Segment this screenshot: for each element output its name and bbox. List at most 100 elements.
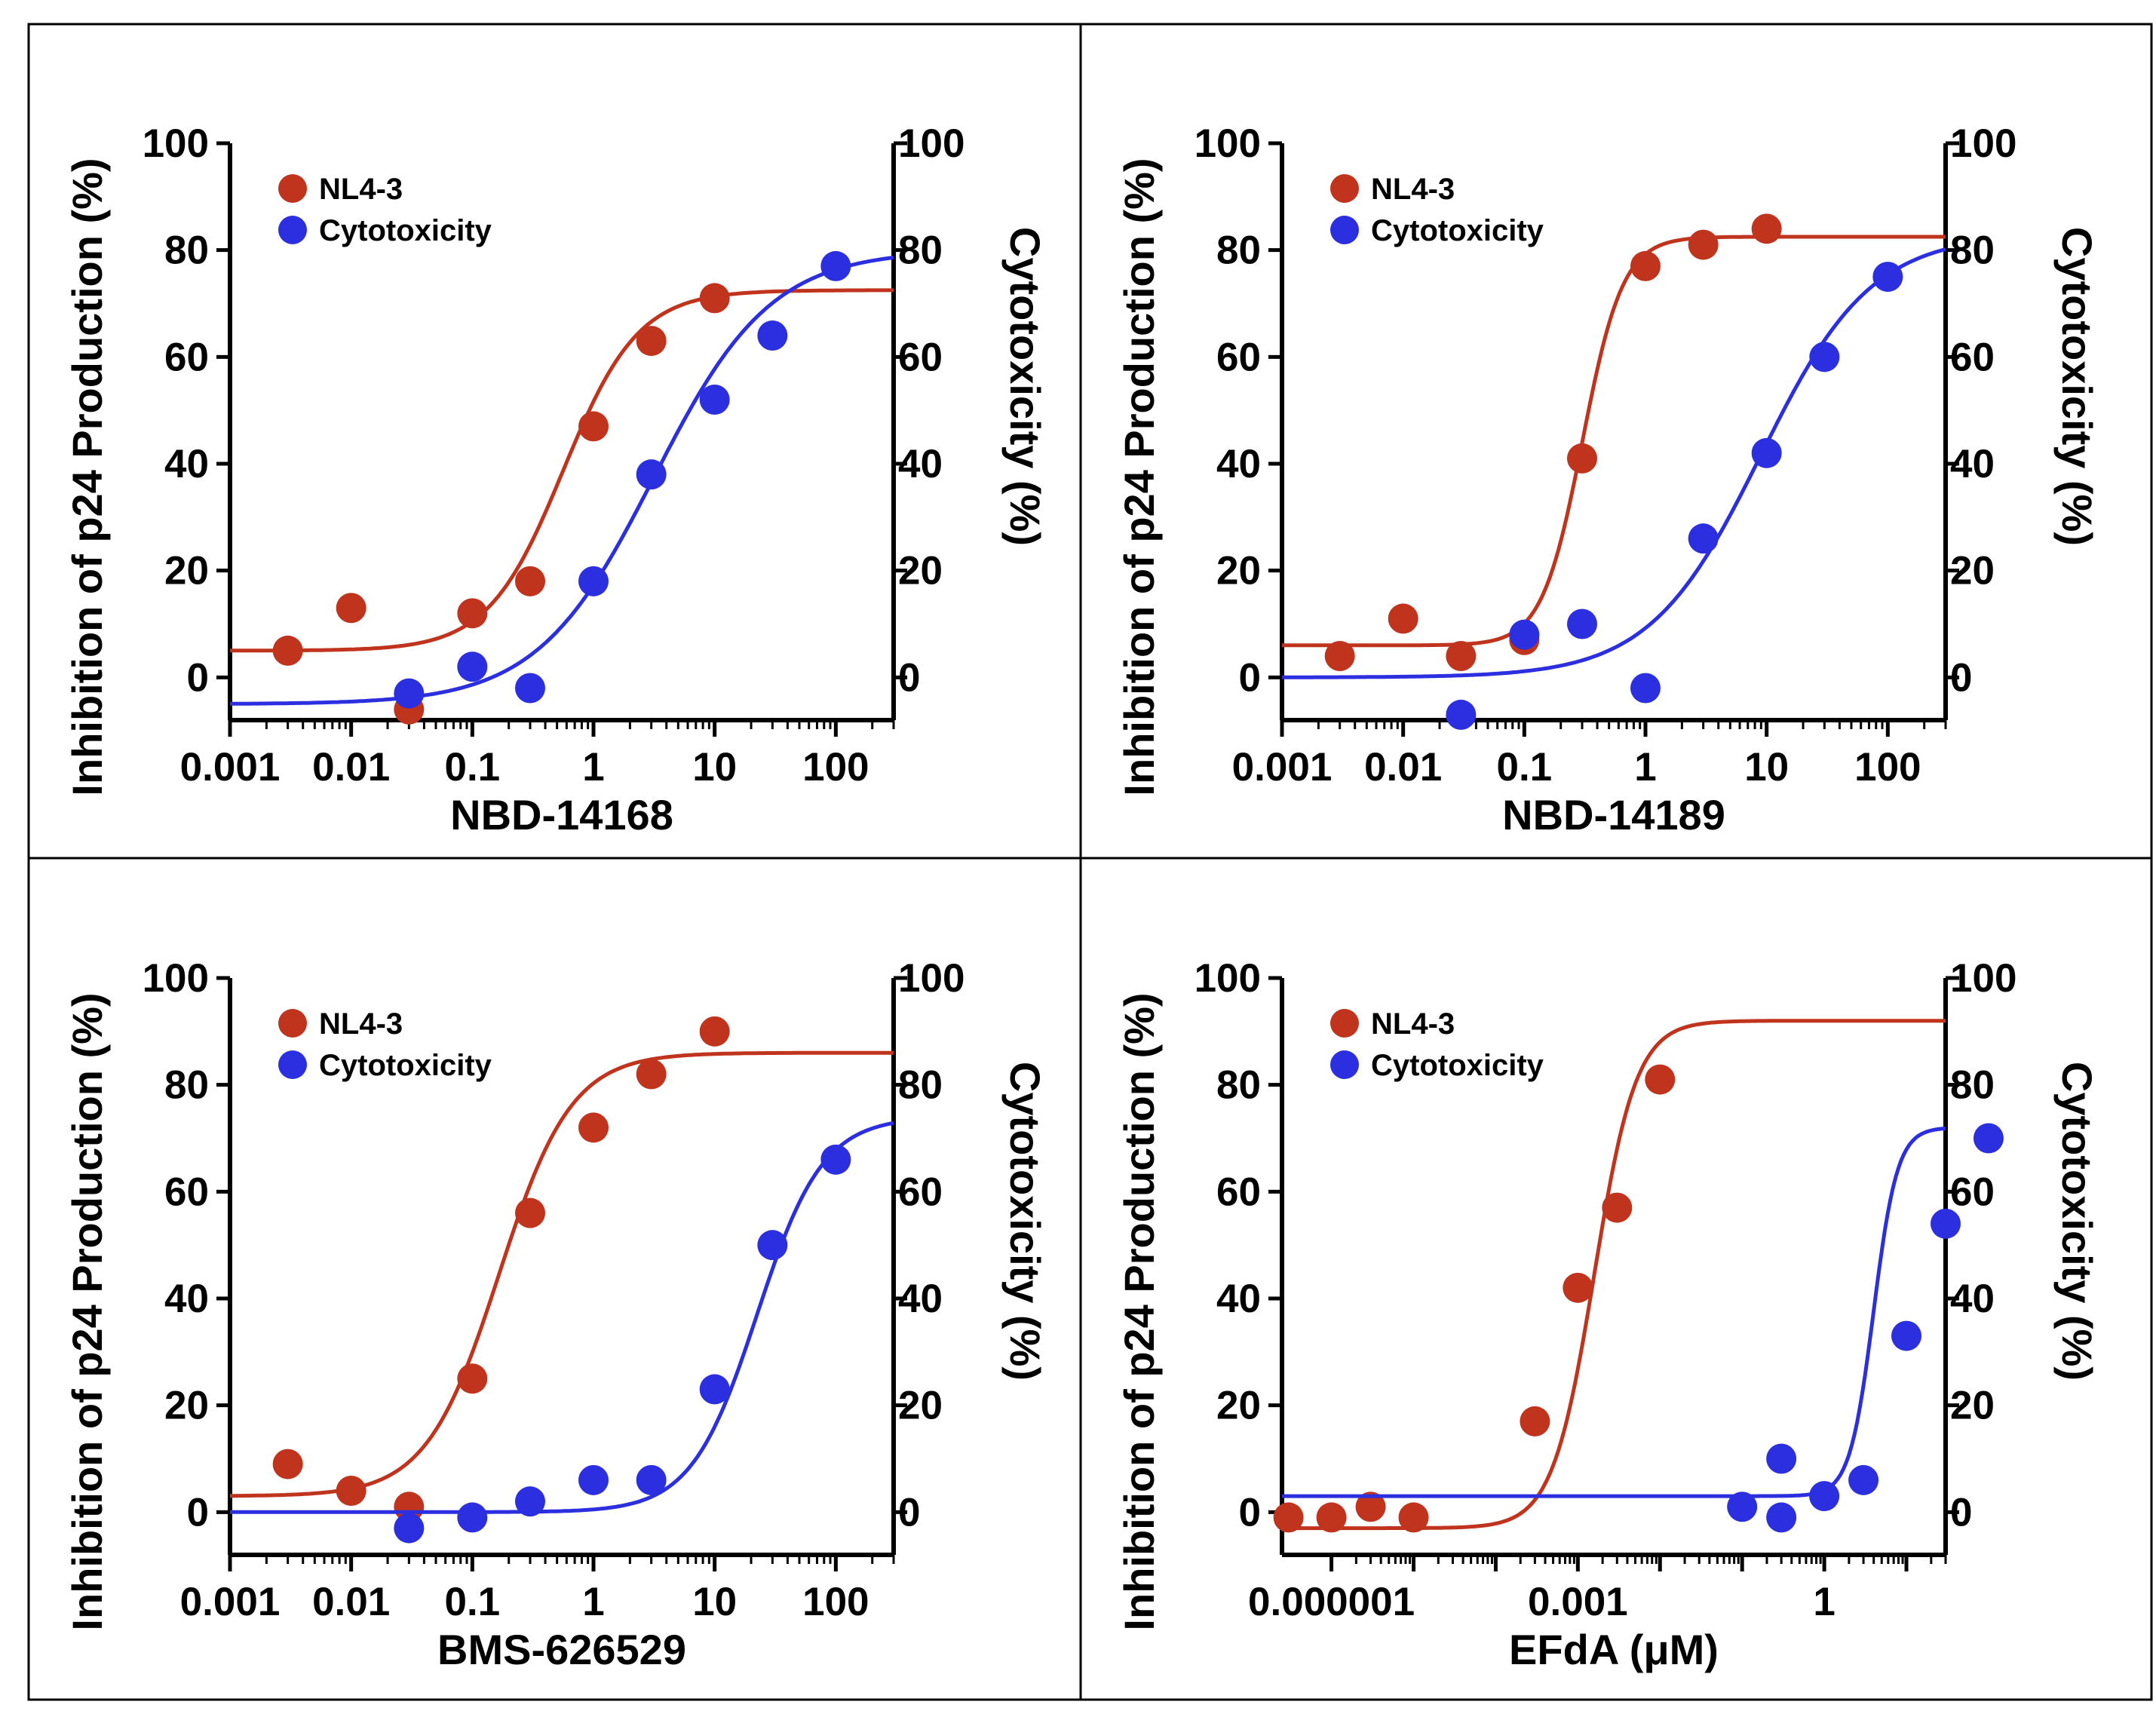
cytotoxicity-data-point xyxy=(457,1502,488,1533)
right-y-tick-label: 80 xyxy=(898,228,943,273)
left-y-tick-label: 0 xyxy=(1239,655,1261,700)
cytotoxicity-data-point xyxy=(636,1464,667,1495)
nl43-data-point xyxy=(1630,250,1661,281)
nl43-data-point xyxy=(1688,229,1719,260)
x-axis-title: NBD-14189 xyxy=(1502,791,1725,839)
nl43-data-point xyxy=(1645,1064,1676,1095)
left-y-tick-label: 100 xyxy=(143,121,209,166)
nl43-data-point xyxy=(1563,1272,1593,1303)
x-tick-label: 1 xyxy=(582,745,604,789)
chart-panel-2: 0 0 20 20 40 40 60 60 80 80 100 100 0.001 0.01 0.1 1 10 1… xyxy=(1115,121,2101,839)
chart-panel-1: 0 0 20 20 40 40 60 60 80 80 100 100 0.001 0.01 0.1 1 10 1… xyxy=(63,121,1049,839)
legend-cytotoxicity-marker xyxy=(1330,216,1359,244)
nl43-data-point xyxy=(1520,1406,1550,1436)
nl43-data-point xyxy=(272,635,303,666)
right-y-axis-title: Cytotoxicity (%) xyxy=(2053,1062,2101,1381)
nl43-data-point xyxy=(1273,1502,1304,1533)
cytotoxicity-data-point xyxy=(1566,609,1597,639)
right-y-axis-title: Cytotoxicity (%) xyxy=(1001,227,1049,546)
x-tick-label: 1 xyxy=(1634,745,1656,789)
cytotoxicity-data-point xyxy=(578,1464,609,1495)
cytotoxicity-data-point xyxy=(1931,1208,1961,1239)
x-tick-label: 100 xyxy=(1854,745,1921,789)
left-y-tick-label: 40 xyxy=(164,1277,209,1321)
panel-grid xyxy=(27,23,2153,1701)
left-y-tick-label: 60 xyxy=(1216,1170,1261,1214)
right-y-tick-label: 60 xyxy=(1950,1170,1995,1214)
x-tick-label: 10 xyxy=(692,1580,737,1624)
cytotoxicity-data-point xyxy=(1727,1492,1758,1522)
nl43-data-point xyxy=(1446,641,1477,671)
nl43-data-point xyxy=(578,411,609,442)
cytotoxicity-fit-curve xyxy=(1282,247,1946,679)
nl43-data-point xyxy=(1398,1502,1429,1533)
x-axis-title: BMS-626529 xyxy=(437,1626,686,1673)
nl43-data-point xyxy=(636,1059,667,1090)
right-y-axis-title: Cytotoxicity (%) xyxy=(2053,227,2101,546)
panel-grid-outer xyxy=(27,23,2153,1701)
nl43-data-point xyxy=(1388,603,1418,634)
nl43-data-point xyxy=(514,1197,545,1228)
left-y-tick-label: 20 xyxy=(164,1384,209,1428)
chart-panel-4: 0 0 20 20 40 40 60 60 80 80 100 100 0.000001 0.001 1 EF… xyxy=(1115,956,2101,1673)
right-y-tick-label: 100 xyxy=(1950,956,2016,1001)
right-y-tick-label: 20 xyxy=(898,549,943,593)
x-tick-label: 0.001 xyxy=(1528,1580,1628,1624)
cytotoxicity-data-point xyxy=(394,1513,425,1544)
left-y-tick-label: 20 xyxy=(164,549,209,593)
nl43-data-point xyxy=(1316,1502,1347,1533)
cytotoxicity-data-point xyxy=(1973,1123,2004,1154)
cytotoxicity-data-point xyxy=(1809,342,1840,373)
cytotoxicity-data-point xyxy=(699,1374,730,1405)
x-tick-label: 0.000001 xyxy=(1248,1580,1415,1624)
right-y-tick-label: 80 xyxy=(1950,1063,1995,1108)
left-y-tick-label: 20 xyxy=(1216,549,1261,593)
nl43-data-point xyxy=(457,1363,488,1394)
right-y-tick-label: 60 xyxy=(898,335,943,379)
left-y-tick-label: 40 xyxy=(1216,1277,1261,1321)
legend-cytotoxicity-marker xyxy=(278,216,307,244)
cytotoxicity-data-point xyxy=(1751,437,1782,468)
cytotoxicity-fit-curve xyxy=(230,256,894,706)
cytotoxicity-data-point xyxy=(1891,1320,1922,1351)
x-tick-label: 1 xyxy=(582,1580,604,1624)
x-tick-label: 0.001 xyxy=(180,745,281,789)
right-y-axis-title: Cytotoxicity (%) xyxy=(1001,1062,1049,1381)
right-y-tick-label: 60 xyxy=(1950,335,1995,379)
x-tick-label: 0.01 xyxy=(312,745,390,789)
right-y-tick-label: 0 xyxy=(898,1490,920,1535)
right-y-tick-label: 40 xyxy=(1950,1277,1995,1321)
left-y-tick-label: 80 xyxy=(1216,228,1261,273)
x-tick-label: 0.1 xyxy=(444,745,500,789)
cytotoxicity-data-point xyxy=(1630,673,1661,704)
nl43-data-point xyxy=(394,1492,425,1522)
left-y-tick-label: 80 xyxy=(164,228,209,273)
cytotoxicity-fit-curve xyxy=(1282,1127,1946,1498)
x-tick-label: 100 xyxy=(802,1580,869,1624)
cytotoxicity-data-point xyxy=(1509,619,1540,650)
cytotoxicity-data-point xyxy=(820,1144,851,1175)
x-tick-label: 0.01 xyxy=(1364,745,1442,789)
cytotoxicity-data-point xyxy=(636,459,667,490)
x-tick-label: 0.001 xyxy=(180,1580,281,1624)
right-y-tick-label: 100 xyxy=(898,956,965,1001)
right-y-tick-label: 40 xyxy=(1950,442,1995,486)
left-y-tick-label: 0 xyxy=(1239,1490,1261,1535)
left-y-tick-label: 60 xyxy=(1216,335,1261,379)
nl43-data-point xyxy=(636,326,667,357)
right-y-tick-label: 20 xyxy=(898,1384,943,1428)
legend-cytotoxicity-marker xyxy=(278,1050,307,1079)
nl43-fit-curve xyxy=(230,288,894,653)
left-y-tick-label: 100 xyxy=(143,956,209,1001)
right-y-tick-label: 0 xyxy=(898,655,920,700)
left-y-axis-title: Inhibition of p24 Production (%) xyxy=(63,992,111,1630)
cytotoxicity-data-point xyxy=(1688,523,1719,554)
left-y-tick-label: 60 xyxy=(164,1170,209,1214)
legend-cytotoxicity-label: Cytotoxicity xyxy=(1371,214,1544,247)
left-y-tick-label: 100 xyxy=(1195,956,1261,1001)
left-y-axis-title: Inhibition of p24 Production (%) xyxy=(1115,992,1163,1630)
cytotoxicity-data-point xyxy=(757,320,788,351)
right-y-tick-label: 20 xyxy=(1950,1384,1995,1428)
